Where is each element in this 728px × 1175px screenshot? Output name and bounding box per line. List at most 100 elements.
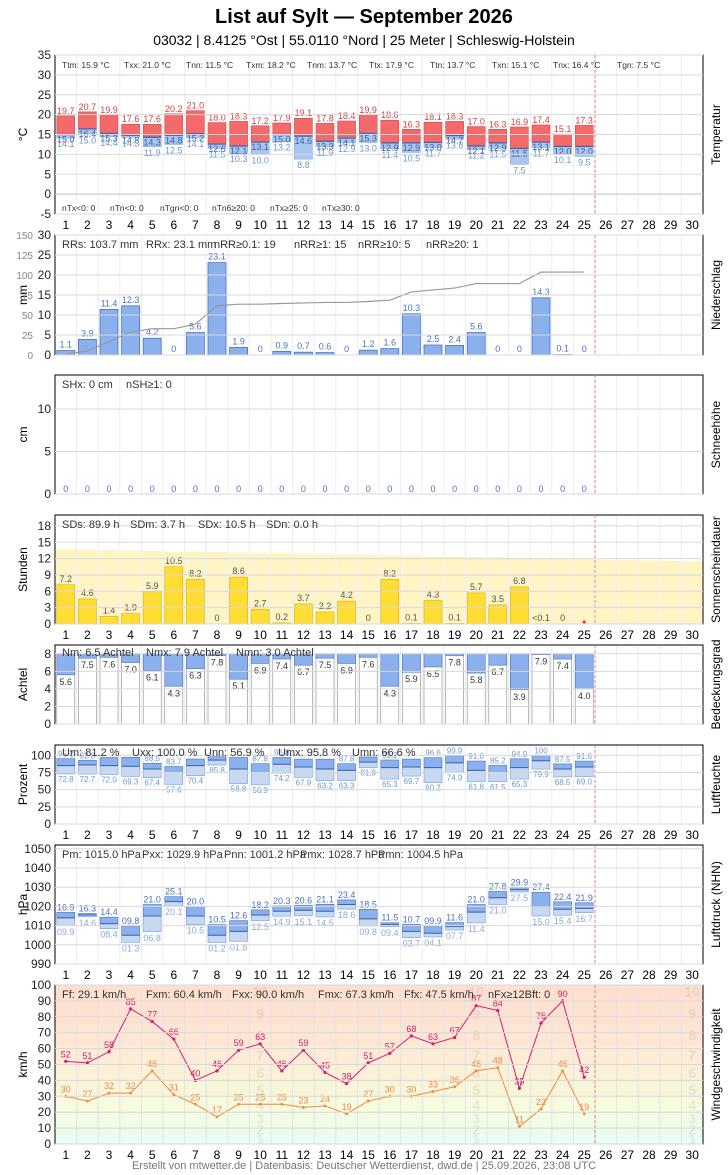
mean-wind-point <box>215 1115 219 1119</box>
sunshine-bar <box>510 586 529 625</box>
humidity-lower-bar <box>207 759 227 766</box>
panel-cloud: 5.6 7.5 7.6 7.0 6.1 4.3 6.3 7.8 5.1 6.9 7.4 6.7 7.5 6… <box>16 639 723 731</box>
sunshine-label: 1.4 <box>103 605 116 615</box>
summary-stat: Fmx: 67.3 km/h <box>318 989 394 1001</box>
y-tick-label: 15 <box>38 288 52 302</box>
day-label: 19 <box>448 628 462 642</box>
mean-wind-label: 33 <box>428 1080 438 1090</box>
beaufort-label: 8 <box>688 1027 696 1043</box>
cumulative-tick-label: 150 <box>16 231 33 242</box>
day-label: 24 <box>556 628 570 642</box>
gust-point <box>215 1069 219 1073</box>
day-label: 29 <box>664 218 678 232</box>
precip-label: 0 <box>171 344 176 354</box>
pressure-upper-bar <box>574 902 594 909</box>
day-label: 16 <box>383 218 397 232</box>
pressure-max-label: 09.9 <box>424 916 442 926</box>
pressure-max-label: 12.6 <box>230 911 248 921</box>
tmax-bar <box>337 120 356 139</box>
pressure-max-label: 14.4 <box>100 907 118 917</box>
humidity-upper-bar <box>142 762 162 770</box>
pressure-lower-bar <box>553 908 572 916</box>
pressure-min-label: 15.1 <box>295 917 313 927</box>
y-tick-label: 25 <box>38 88 52 102</box>
pressure-min-label: 14.9 <box>273 917 291 927</box>
humidity-min-label: 74.9 <box>447 774 463 783</box>
y-tick-label: 5 <box>44 167 51 181</box>
pressure-min-label: 12.5 <box>251 922 269 932</box>
beaufort-label: 8 <box>472 1027 480 1043</box>
precip-label: 0.7 <box>297 341 310 351</box>
y-tick-label: 0 <box>44 187 51 201</box>
tmin-label: 11.2 <box>468 151 485 161</box>
humidity-min-label: 65.3 <box>382 780 398 789</box>
tmin-label: 9.5 <box>578 157 591 167</box>
gust-label: 58 <box>104 1040 114 1050</box>
snow-label: 0 <box>387 484 392 494</box>
day-label: 7 <box>192 968 199 982</box>
humidity-max-label: 88.5 <box>144 754 160 763</box>
summary-stat: Um: 81.2 % <box>62 747 120 759</box>
tmax-bar <box>488 129 508 144</box>
day-label: 24 <box>556 828 570 842</box>
tmean-label: 14.1 <box>338 138 356 148</box>
day-label: 12 <box>297 828 311 842</box>
gust-point <box>237 1048 241 1052</box>
mean-wind-label: 30 <box>406 1084 416 1094</box>
precip-label: 10.3 <box>403 303 421 313</box>
sunshine-bar <box>250 608 270 625</box>
summary-stat: SDx: 10.5 h <box>198 519 255 531</box>
pressure-min-label: 27.5 <box>511 893 529 903</box>
y-tick-label: 10 <box>38 308 52 322</box>
sunshine-label: 4.6 <box>81 588 94 598</box>
beaufort-label: 4 <box>472 1097 480 1113</box>
snow-label: 0 <box>128 484 133 494</box>
humidity-min-label: 63.3 <box>339 782 355 791</box>
snow-label: 0 <box>150 484 155 494</box>
humidity-lower-bar <box>272 763 292 774</box>
gust-label: 46 <box>212 1059 222 1069</box>
mean-wind-label: 30 <box>385 1084 395 1094</box>
sunshine-bar <box>423 600 443 625</box>
tmax-bar <box>294 117 313 137</box>
summary-stat: nTn<0: 0 <box>110 203 144 213</box>
humidity-min-label: 81.9 <box>360 769 376 778</box>
summary-stat: Tnx: 16.4 °C <box>553 60 600 70</box>
cloud-label: 7.8 <box>211 658 224 668</box>
day-label: 27 <box>621 828 635 842</box>
beaufort-label: 6 <box>256 1065 264 1081</box>
summary-stat: Umx: 95.8 % <box>278 747 341 759</box>
day-label: 17 <box>405 218 419 232</box>
day-label: 22 <box>513 968 527 982</box>
cloud-bar <box>315 653 335 659</box>
y-tick-label: 6 <box>44 664 51 678</box>
precip-label: 2.5 <box>427 334 440 344</box>
day-label: 5 <box>149 628 156 642</box>
sunshine-label: <0.1 <box>532 613 550 623</box>
tmax-bar <box>207 122 227 145</box>
pressure-max-label: 20.0 <box>187 896 205 906</box>
precip-label: 5.6 <box>470 322 483 332</box>
cumulative-tick-label: 50 <box>22 311 34 322</box>
y-tick-label: 75 <box>38 765 52 779</box>
mean-wind-label: 46 <box>471 1059 481 1069</box>
pressure-upper-bar <box>423 925 443 934</box>
tmax-label: 16.9 <box>511 117 529 127</box>
tmin-label: 14.1 <box>187 139 205 149</box>
pressure-max-label: 21.9 <box>575 893 593 903</box>
beaufort-label: 6 <box>472 1065 480 1081</box>
possible-sunshine-bar <box>120 550 141 624</box>
pressure-min-label: 21.0 <box>489 906 507 916</box>
day-label: 30 <box>686 1148 700 1162</box>
snow-label: 0 <box>279 484 284 494</box>
humidity-min-label: 61.8 <box>468 783 484 792</box>
pressure-min-label: 09.4 <box>381 928 399 938</box>
humidity-lower-bar <box>380 767 400 780</box>
day-label: 10 <box>254 1148 268 1162</box>
beaufort-label: 1 <box>256 1131 264 1147</box>
humidity-upper-bar <box>337 763 356 771</box>
pressure-max-label: 23.4 <box>338 890 356 900</box>
pressure-min-label: 16.7 <box>575 914 593 924</box>
cloud-bar <box>488 653 508 666</box>
beaufort-label: 5 <box>472 1082 480 1098</box>
